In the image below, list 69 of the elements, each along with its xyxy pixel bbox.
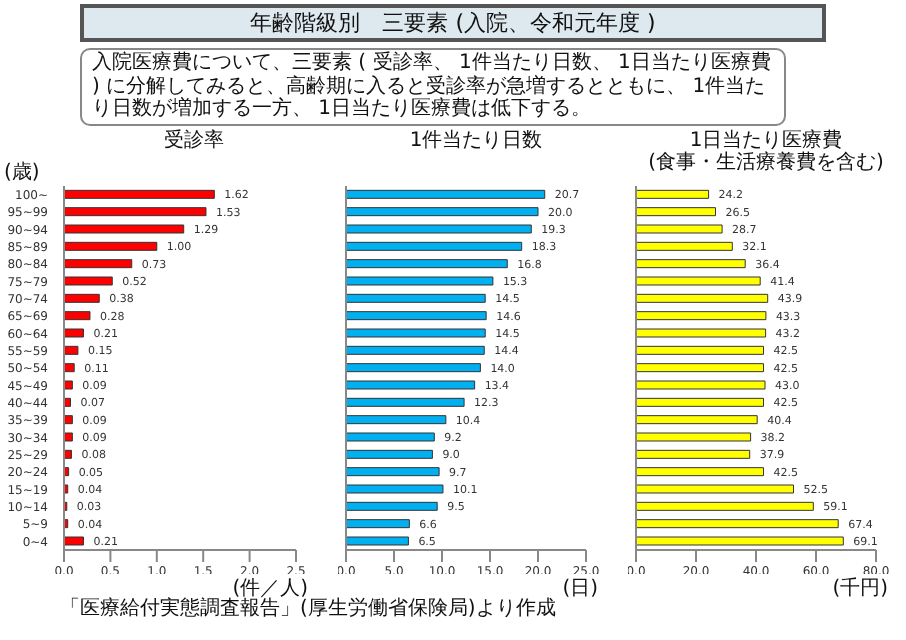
text: 入院医療費について、三要素 ( 受診率、 1件当たり日数、 1日当たり医療費 ) に分解してみると、高齢期に入ると受診率が急増するとともに、 1件当たり日数が増加する一方、 1日当たり医療費は低下する。 (80, 48, 786, 125)
bar (636, 275, 761, 285)
bar (64, 431, 73, 441)
bar (346, 258, 508, 268)
bar (636, 327, 767, 337)
bar (346, 466, 440, 476)
bar (64, 206, 207, 216)
bar (64, 223, 185, 233)
text: 年齢階級別 三要素 (入院、令和元年度 ) (80, 4, 826, 42)
bar (636, 431, 752, 441)
bar (346, 344, 485, 354)
bar (346, 379, 476, 389)
bar (346, 414, 447, 424)
chart-subtitle: (食事・生活療養費を含む) (646, 151, 886, 173)
bar (636, 483, 794, 493)
bar (636, 258, 746, 268)
bar (64, 379, 73, 389)
chart-title: 1件当たり日数 (407, 129, 545, 151)
bar (64, 275, 113, 285)
chart-title: 受診率 (162, 129, 226, 151)
bar (636, 292, 769, 302)
bar (636, 223, 723, 233)
bar (346, 448, 433, 458)
x-axis-title: (日) (562, 577, 598, 599)
bar (64, 188, 215, 198)
bar (636, 535, 844, 545)
bar (346, 188, 546, 198)
bar (346, 396, 465, 406)
bar (64, 414, 73, 424)
bar (636, 188, 710, 198)
bar (64, 535, 84, 545)
bar (64, 327, 84, 337)
bar (64, 258, 133, 268)
bar (636, 310, 767, 320)
bar (346, 535, 409, 545)
bar (636, 362, 764, 372)
x-axis-title: (件／人) (232, 577, 308, 599)
bar (346, 483, 444, 493)
bar (636, 448, 751, 458)
x-axis-title: (千円) (832, 577, 888, 599)
bar (346, 310, 487, 320)
bar (636, 240, 733, 250)
bar (64, 362, 75, 372)
bar (64, 310, 91, 320)
bar (346, 206, 539, 216)
bar (346, 518, 410, 528)
bar (636, 518, 839, 528)
bar (346, 275, 494, 285)
bar (346, 223, 532, 233)
bar (64, 240, 158, 250)
bar (636, 379, 766, 389)
bar (346, 500, 438, 510)
bar (636, 396, 764, 406)
bar (346, 431, 435, 441)
bar (64, 292, 100, 302)
bar (636, 344, 764, 354)
bar (636, 466, 764, 476)
bar (346, 292, 486, 302)
y-axis-title: (歳) (4, 159, 40, 185)
bar (636, 500, 814, 510)
bar (64, 344, 79, 354)
bar (346, 362, 481, 372)
bar (346, 240, 523, 250)
chart-title: 1日当たり医療費 (687, 129, 845, 151)
bar (636, 206, 716, 216)
bar (636, 414, 758, 424)
text: 「医療給付実態調査報告」(厚生労働省保険局)より作成 (60, 597, 558, 619)
bar (64, 448, 72, 458)
bar (346, 327, 486, 337)
